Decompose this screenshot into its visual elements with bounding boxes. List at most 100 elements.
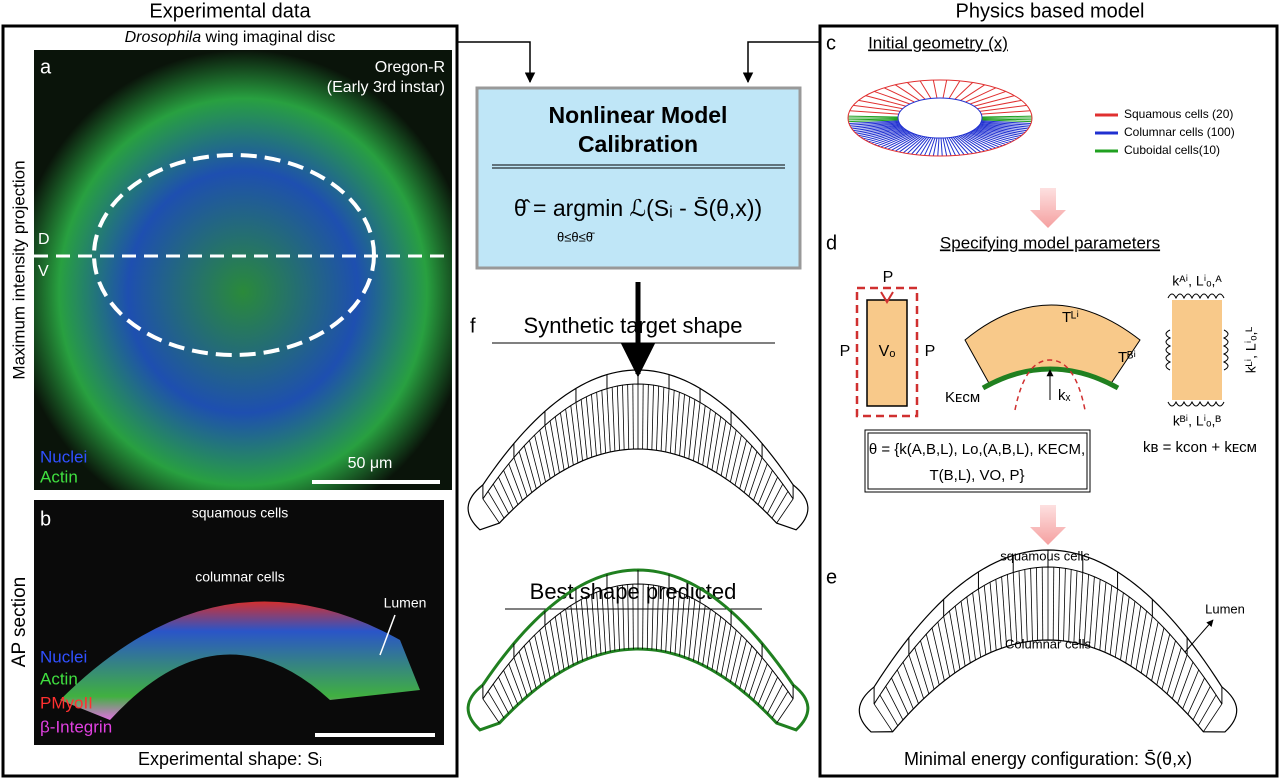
columnar-edge xyxy=(896,669,914,710)
legend-pmyoii: PMyoII xyxy=(40,693,93,712)
columnar-edge xyxy=(1036,567,1039,641)
curvature xyxy=(1014,359,1086,411)
cell-edge xyxy=(969,90,1007,105)
cell-edge xyxy=(860,127,904,138)
columnar-edge xyxy=(776,698,794,724)
cell-edge xyxy=(887,134,917,150)
spring xyxy=(1167,400,1225,407)
columnar-edge xyxy=(632,584,634,650)
cell-edge xyxy=(958,135,982,153)
columnar-edge xyxy=(966,596,976,661)
columnar-edge xyxy=(518,651,533,693)
stage: (Early 3rd instar) xyxy=(327,79,445,96)
columnar-edge xyxy=(914,647,930,695)
cell-edge xyxy=(981,119,1032,123)
columnar-edge xyxy=(743,651,758,693)
columnar-edge xyxy=(706,412,716,468)
columnar-edge xyxy=(565,608,574,666)
columnar-edge xyxy=(523,645,537,689)
legend-text: Cuboidal cells(10) xyxy=(1124,143,1220,157)
columnar-edge xyxy=(518,451,533,493)
cell-edge xyxy=(981,115,1032,118)
cell-edge xyxy=(969,131,1007,146)
arrow xyxy=(742,41,820,84)
lumen-arrow xyxy=(1184,619,1214,653)
columnar-edge xyxy=(891,677,909,715)
columnar-edge xyxy=(885,686,904,721)
cell-edge xyxy=(849,121,899,126)
cell-edge xyxy=(977,126,1022,137)
columnar-edge xyxy=(660,587,665,652)
columnar-edge xyxy=(622,385,625,450)
calibration-box xyxy=(475,86,802,270)
columnar-edge xyxy=(1068,569,1072,642)
columnar-edge xyxy=(711,416,722,471)
columnar-edge xyxy=(683,596,691,658)
cell-edge xyxy=(942,137,948,156)
columnar-edge xyxy=(767,683,784,714)
cell-edge xyxy=(937,137,940,157)
cell-edge xyxy=(873,90,911,105)
theta-line: T(B,L), VO, P} xyxy=(929,467,1024,484)
columnar-edge xyxy=(1030,568,1033,641)
kl-label: kᴸⁱ, Lⁱₒ,ᴸ xyxy=(1243,327,1259,374)
columnar-edge xyxy=(596,592,602,655)
columnar-edge xyxy=(492,683,509,714)
columnar-edge xyxy=(1125,601,1136,663)
columnar-edge xyxy=(706,612,716,668)
columnar-edge xyxy=(539,629,551,679)
columnar-edge xyxy=(730,434,742,483)
columnar-edge xyxy=(1177,661,1194,704)
cell-edge xyxy=(854,125,902,133)
p-label: P xyxy=(925,343,936,360)
cell-edge xyxy=(919,80,932,99)
cell-edge xyxy=(960,84,985,101)
cell-edge xyxy=(928,137,936,156)
cell-edge xyxy=(975,128,1018,140)
cell-edge xyxy=(849,110,899,115)
cell-edge xyxy=(902,135,924,154)
flow-arrow xyxy=(1030,188,1066,228)
columnar-label: Columnar cells xyxy=(1005,636,1091,651)
columnar-edge xyxy=(585,596,593,658)
p-label: P xyxy=(840,343,851,360)
legend-nuclei: Nuclei xyxy=(40,447,87,466)
columnar-edge xyxy=(560,412,570,468)
spring xyxy=(1222,329,1229,371)
columnar-edge xyxy=(665,388,670,452)
cell-edge xyxy=(981,118,1032,121)
columnar-edge xyxy=(1024,569,1028,642)
columnar-edge xyxy=(1057,567,1060,641)
cell-edge xyxy=(873,131,911,146)
cell-edge xyxy=(960,135,985,152)
columnar-edge xyxy=(1120,596,1130,661)
cell-edge xyxy=(891,134,919,151)
columnar-edge xyxy=(565,408,574,466)
cell-edge xyxy=(924,137,934,156)
columnar-edge xyxy=(1018,570,1023,643)
columnar-edge xyxy=(688,599,696,660)
cell-edge xyxy=(973,129,1015,141)
cell-edge xyxy=(895,84,920,101)
columnar-edge xyxy=(1063,568,1066,641)
columnar-edge xyxy=(627,384,630,450)
columnar-edge xyxy=(753,663,768,701)
cell-edge xyxy=(940,137,943,157)
right-frame xyxy=(818,24,1279,778)
constraint: θ≤θ≤θ̄ xyxy=(557,229,595,244)
columnar-edge xyxy=(503,470,519,505)
columnar-edge xyxy=(585,396,593,458)
columnar-edge xyxy=(954,605,966,667)
columnar-edge xyxy=(688,399,696,460)
formula: θ̂ = argmin ℒ(Sᵢ - S̄(θ,x)) xyxy=(514,195,762,221)
columnar-edge xyxy=(1099,582,1107,651)
columnar-edge xyxy=(632,384,634,450)
columnar-edge xyxy=(575,602,583,661)
lumen-arrow xyxy=(379,614,396,656)
columnar-edge xyxy=(616,386,620,451)
columnar-edge xyxy=(601,590,607,654)
columnar-edge xyxy=(1192,686,1211,721)
pressure-box xyxy=(855,286,919,418)
columnar-label: columnar cells xyxy=(195,569,284,585)
